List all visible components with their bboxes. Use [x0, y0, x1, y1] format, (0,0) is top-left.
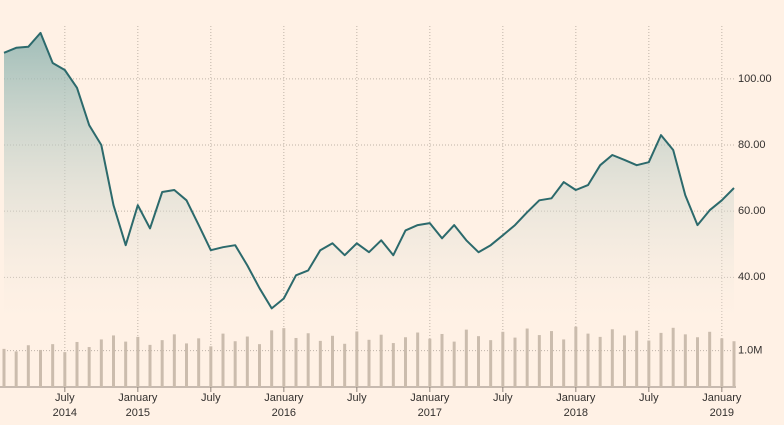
price-line [3, 31, 735, 310]
volume-bar [160, 340, 164, 387]
x-tick-label: January [118, 392, 158, 404]
x-tick-label: January [556, 392, 596, 404]
volume-bar [282, 328, 286, 387]
volume-bar [51, 344, 55, 387]
x-tick-year: 2015 [126, 407, 150, 419]
volume-bar [683, 334, 687, 387]
volume-bar [197, 338, 201, 387]
volume-bar [306, 333, 310, 387]
volume-bar [318, 340, 322, 387]
volume-bar [63, 352, 67, 387]
volume-bar [221, 333, 225, 387]
volume-bar [379, 334, 383, 387]
y-tick-label: 100.00 [738, 73, 772, 85]
volume-bar [416, 332, 420, 387]
volume-bar [574, 326, 578, 387]
x-tick-label: July [639, 392, 659, 404]
volume-bar [732, 341, 736, 387]
y-tick-label: 80.00 [738, 139, 766, 151]
volume-bar [14, 351, 18, 387]
volume-bar [75, 341, 79, 387]
volume-bar [671, 327, 675, 387]
volume-bar [562, 339, 566, 387]
x-tick-label: January [264, 392, 304, 404]
volume-bar [209, 346, 213, 387]
price-area [4, 32, 734, 318]
y-tick-label: 60.00 [738, 205, 766, 217]
volume-bar [136, 336, 140, 387]
volume-bar [550, 331, 553, 387]
y-tick-label: 40.00 [738, 271, 766, 283]
volume-bar [343, 343, 347, 387]
volume-bar [647, 340, 651, 387]
volume-bar [355, 331, 359, 387]
x-tick-label: January [410, 392, 450, 404]
volume-bar [537, 335, 541, 387]
volume-bar [513, 337, 517, 387]
x-tick-label: July [493, 392, 513, 404]
volume-bar [720, 338, 724, 387]
x-tick-year: 2016 [272, 407, 296, 419]
volume-bar [233, 341, 237, 387]
x-tick-label: July [55, 392, 75, 404]
volume-bar [258, 344, 261, 387]
x-tick-year: 2019 [710, 407, 734, 419]
volume-bar [391, 343, 395, 387]
volume-bar [598, 336, 602, 387]
x-tick-year: 2017 [418, 407, 442, 419]
x-tick-label: July [201, 392, 221, 404]
volume-bar [172, 334, 176, 387]
volume-bar [270, 330, 274, 387]
volume-bar [501, 331, 505, 387]
volume-bar [635, 330, 639, 387]
volume-bar [245, 336, 249, 387]
volume-bar [696, 337, 699, 387]
volume-bar [294, 337, 298, 387]
volume-bar [148, 344, 152, 387]
x-tick-label: July [347, 392, 367, 404]
x-tick-year: 2014 [53, 407, 77, 419]
volume-bar [39, 349, 42, 387]
volume-bar [610, 329, 614, 387]
volume-bar [124, 341, 128, 387]
volume-bar [464, 329, 468, 387]
volume-bar [708, 331, 712, 387]
y2-tick-label: 1.0M [738, 345, 762, 357]
volume-bar [2, 348, 6, 387]
volume-bar [185, 343, 188, 387]
volume-bar [87, 347, 91, 387]
volume-bar [331, 335, 334, 387]
volume-bar [99, 339, 103, 387]
x-tick-year: 2018 [564, 407, 588, 419]
volume-bar [440, 333, 444, 387]
volume-bar [659, 332, 663, 387]
volume-bar [623, 335, 626, 387]
volume-bar [367, 339, 371, 387]
x-tick-label: January [702, 392, 742, 404]
volume-bar [525, 328, 529, 387]
volume-bar [452, 341, 456, 387]
volume-bar [489, 340, 493, 387]
volume-bar [428, 338, 432, 387]
volume-bar [404, 337, 407, 387]
volume-bar [477, 336, 480, 387]
volume-bar [112, 335, 115, 387]
volume-bar [586, 333, 590, 387]
volume-bar [26, 345, 30, 387]
